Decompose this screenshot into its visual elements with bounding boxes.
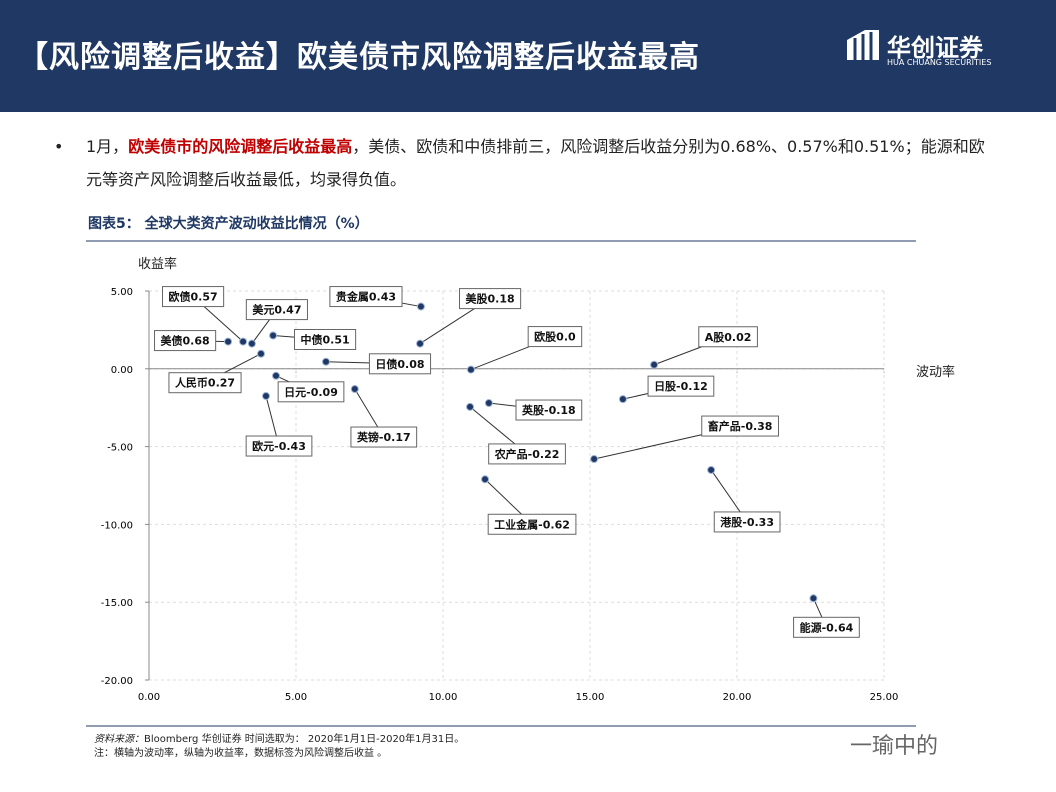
x-tick-label: 15.00 — [576, 692, 605, 703]
bullet: • 1月，欧美债市的风险调整后收益最高，美债、欧债和中债排前三，风险调整后收益分… — [54, 130, 988, 196]
source-line: 资料来源：Bloomberg 华创证券 时间选取为： 2020年1月1日-202… — [94, 733, 464, 747]
point — [484, 399, 493, 408]
data-label: 日债0.08 — [375, 357, 424, 371]
label-box — [350, 426, 418, 448]
bullet-dot: • — [54, 137, 64, 156]
point — [257, 349, 266, 358]
source-text: Bloomberg 华创证券 时间选取为： 2020年1月1日-2020年1月3… — [144, 734, 465, 745]
y-tick-label: -15.00 — [101, 598, 133, 609]
y-tick-label: -20.00 — [101, 676, 133, 687]
text: 1月， — [86, 137, 129, 156]
x-axis-label: 波动率 — [916, 364, 955, 380]
data-label: 美元0.47 — [252, 303, 301, 317]
label-box — [488, 443, 566, 465]
watermark: 一瑜中的 — [850, 734, 939, 759]
y-tick-label: -10.00 — [101, 520, 133, 531]
label-box — [698, 326, 758, 348]
point — [809, 594, 818, 603]
y-tick-label: -5.00 — [107, 443, 133, 454]
data-label: 贵金属0.43 — [336, 290, 396, 304]
header-bar: 【风险调整后收益】欧美债市风险调整后收益最高 华创证券 HUA CHUANG S… — [0, 0, 1056, 112]
chart-title: 图表5： 全球大类资产波动收益比情况（%） — [88, 215, 369, 232]
label-box — [458, 288, 522, 310]
highlight: 欧美债市的风险调整后收益最高 — [128, 137, 353, 156]
point — [707, 465, 716, 474]
logo-subname: HUA CHUANG SECURITIES — [887, 58, 992, 67]
label-box — [154, 330, 217, 352]
data-label: 日元-0.09 — [284, 386, 338, 399]
point — [481, 475, 490, 484]
point — [416, 339, 425, 348]
point — [262, 392, 271, 401]
label-box — [793, 616, 860, 638]
label-box — [701, 415, 779, 437]
data-label: 欧债0.57 — [169, 290, 218, 304]
data-label: 欧元-0.43 — [252, 439, 306, 453]
label-box — [245, 299, 308, 321]
data-label: 港股-0.33 — [720, 515, 774, 529]
data-label: 农产品-0.22 — [494, 447, 560, 461]
data-label: 人民币0.27 — [175, 376, 235, 390]
logo: 华创证券 HUA CHUANG SECURITIES — [845, 26, 991, 67]
data-label: 英镑-0.17 — [356, 430, 411, 444]
point — [247, 339, 256, 348]
point — [590, 455, 599, 464]
label-box — [487, 513, 577, 535]
label-box — [527, 326, 583, 348]
label-box — [245, 435, 313, 457]
label-box — [277, 381, 345, 403]
logo-name: 华创证券 — [887, 34, 983, 62]
data-label: 美债0.68 — [161, 334, 210, 348]
label-box — [515, 399, 583, 421]
label-box — [168, 372, 242, 394]
data-label: 中债0.51 — [300, 333, 349, 347]
data-label: 能源-0.64 — [800, 620, 854, 634]
label-box — [647, 375, 715, 397]
x-tick-label: 0.00 — [138, 692, 160, 703]
point — [350, 385, 359, 394]
label-box — [293, 329, 357, 351]
label-box — [329, 286, 403, 308]
y-tick-label: 5.00 — [111, 287, 133, 298]
label-box — [713, 511, 781, 533]
source-label: 资料来源： — [94, 734, 144, 745]
point — [416, 302, 425, 311]
data-label: 工业金属-0.62 — [494, 517, 570, 531]
point — [272, 371, 281, 380]
data-label: A股0.02 — [705, 331, 752, 344]
x-tick-label: 10.00 — [429, 692, 458, 703]
source: 资料来源：Bloomberg 华创证券 时间选取为： 2020年1月1日-202… — [94, 733, 464, 761]
note-line: 注：横轴为波动率，纵轴为收益率，数据标签为风险调整后收益 。 — [94, 748, 388, 759]
x-tick-label: 25.00 — [870, 692, 899, 703]
y-axis-label: 收益率 — [138, 256, 177, 272]
data-label: 美股0.18 — [465, 292, 514, 306]
point — [466, 402, 475, 411]
point — [650, 360, 659, 369]
data-label: 日股-0.12 — [654, 380, 708, 393]
label-box — [162, 286, 225, 308]
point — [618, 395, 627, 404]
y-tick-label: 0.00 — [111, 365, 133, 376]
data-label: 畜产品-0.38 — [708, 419, 773, 433]
label-box — [368, 353, 432, 375]
x-tick-label: 20.00 — [723, 692, 752, 703]
point — [239, 337, 248, 346]
data-label: 英股-0.18 — [521, 403, 576, 417]
data-label: 欧股0.0 — [534, 330, 576, 344]
point — [466, 365, 475, 374]
point — [269, 331, 278, 340]
slide-title: 【风险调整后收益】欧美债市风险调整后收益最高 — [18, 40, 700, 75]
bullet-text: 1月，欧美债市的风险调整后收益最高，美债、欧债和中债排前三，风险调整后收益分别为… — [86, 130, 988, 196]
point — [321, 357, 330, 366]
text: ，美债、欧债和中债排前三，风险调整后收益分别为0.68%、0.57%和0.51%… — [86, 137, 985, 189]
logo-icon — [847, 30, 879, 60]
x-tick-label: 5.00 — [285, 692, 307, 703]
point — [224, 337, 233, 346]
